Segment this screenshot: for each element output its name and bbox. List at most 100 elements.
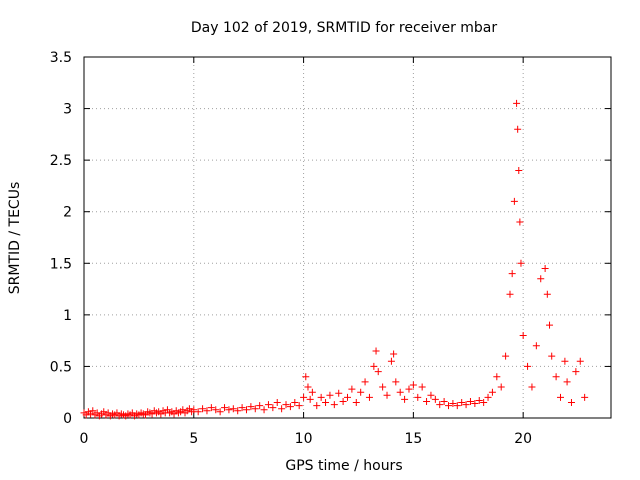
chart-title: Day 102 of 2019, SRMTID for receiver mba… <box>191 20 498 36</box>
data-point <box>515 166 523 174</box>
data-point <box>278 405 286 413</box>
data-point <box>453 402 461 410</box>
data-point <box>330 401 338 409</box>
data-point <box>502 352 510 360</box>
data-point <box>372 347 380 355</box>
data-point <box>335 389 343 397</box>
data-point <box>436 401 444 409</box>
x-axis-title: GPS time / hours <box>285 458 402 474</box>
data-point <box>212 406 220 414</box>
data-point <box>229 405 237 413</box>
data-point <box>302 373 310 381</box>
data-point <box>357 388 365 396</box>
data-point <box>516 218 524 226</box>
data-point <box>567 399 575 407</box>
x-tick-label: 0 <box>80 431 89 447</box>
data-point <box>344 393 351 401</box>
data-point <box>458 399 466 407</box>
data-point <box>194 408 202 416</box>
data-point <box>418 383 426 391</box>
data-point <box>508 270 516 278</box>
data-point <box>528 383 536 391</box>
y-tick-label: 2.5 <box>50 153 72 169</box>
data-point <box>475 396 483 404</box>
data-point <box>423 397 431 405</box>
data-point <box>510 197 518 205</box>
data-point <box>273 399 281 407</box>
data-point <box>514 125 522 133</box>
data-point <box>251 405 259 413</box>
data-point <box>576 357 584 365</box>
data-point <box>449 400 457 408</box>
data-point <box>234 407 242 415</box>
x-tick-label: 10 <box>295 431 313 447</box>
data-point <box>466 397 474 405</box>
data-point <box>242 406 250 414</box>
y-axis-title: SRMTID / TECUs <box>7 182 23 295</box>
data-point <box>238 404 246 412</box>
data-point <box>352 399 360 407</box>
data-point <box>543 290 551 298</box>
data-point <box>480 399 488 407</box>
data-point <box>431 395 439 403</box>
x-tick-label: 5 <box>189 431 198 447</box>
data-point <box>89 407 97 415</box>
data-point <box>414 393 422 401</box>
data-point <box>563 378 571 386</box>
data-point <box>308 388 316 396</box>
data-point <box>199 405 207 413</box>
data-point <box>506 290 514 298</box>
data-point <box>313 402 321 410</box>
data-point <box>247 403 255 411</box>
data-point <box>546 321 554 329</box>
data-point <box>326 391 334 399</box>
data-point <box>488 388 496 396</box>
y-tick-label: 0.5 <box>50 359 72 375</box>
data-point <box>383 391 391 399</box>
data-point <box>440 397 448 405</box>
y-tick-label: 1.5 <box>50 256 72 272</box>
data-point <box>374 368 382 376</box>
data-point <box>256 402 264 410</box>
data-point <box>295 402 303 410</box>
data-point <box>572 368 580 376</box>
data-point <box>207 404 215 412</box>
data-points <box>80 99 589 420</box>
tick-labels: 0 0.5 1 1.5 2 2.5 3 3.5 0 5 10 15 20 <box>50 50 532 447</box>
data-point <box>291 399 299 407</box>
data-point <box>379 383 387 391</box>
data-point <box>517 259 525 267</box>
data-point <box>484 393 492 401</box>
data-point <box>260 406 268 414</box>
data-point <box>532 342 540 350</box>
data-point <box>390 350 398 358</box>
data-point <box>561 357 569 365</box>
data-point <box>471 400 479 408</box>
plot-frame <box>83 56 612 419</box>
data-point <box>541 264 549 272</box>
data-point <box>427 391 435 399</box>
data-point <box>216 408 224 416</box>
data-point <box>361 378 369 386</box>
data-point <box>286 403 294 411</box>
data-point <box>264 401 272 409</box>
data-point <box>493 373 501 381</box>
data-point <box>409 381 417 389</box>
y-tick-label: 2 <box>63 205 72 221</box>
data-point <box>269 404 277 412</box>
grid-lines <box>84 57 611 418</box>
data-point <box>306 395 314 403</box>
y-tick-label: 3 <box>63 102 72 118</box>
axis-ticks <box>83 56 611 419</box>
data-point <box>524 362 532 370</box>
data-point <box>405 385 413 393</box>
data-point <box>322 399 330 407</box>
data-point <box>300 393 308 401</box>
data-point <box>348 385 356 393</box>
x-tick-label: 20 <box>514 431 532 447</box>
data-point <box>556 393 564 401</box>
x-tick-label: 15 <box>404 431 422 447</box>
y-tick-label: 0 <box>63 411 72 427</box>
data-point <box>225 406 233 414</box>
data-point <box>552 373 560 381</box>
